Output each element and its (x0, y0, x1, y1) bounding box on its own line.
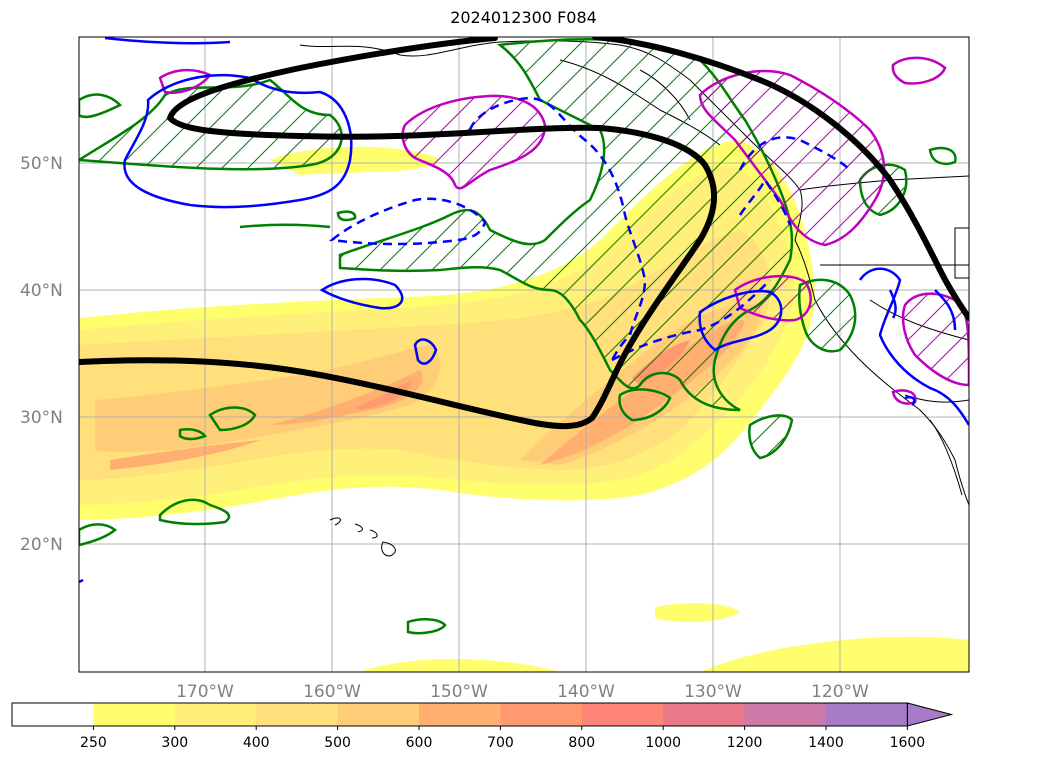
lat-label: 30°N (20, 408, 63, 428)
magenta-contours (158, 56, 969, 405)
colorbar-tick-label: 1000 (645, 735, 681, 751)
map-contents (79, 37, 969, 672)
colorbar-segment (826, 703, 908, 726)
colorbar-segment (174, 703, 257, 726)
colorbar-segment (581, 703, 664, 726)
colorbar-segment (500, 703, 583, 726)
colorbar-segment (256, 703, 339, 726)
lon-label: 160°W (303, 682, 361, 702)
colorbar-tick-label: 400 (243, 735, 270, 751)
colorbar-tick-label: 800 (568, 735, 595, 751)
lat-label: 50°N (20, 154, 63, 174)
colorbar-tick-label: 250 (80, 735, 107, 751)
map-frame (78, 36, 970, 673)
colorbar: 250 300 400 500 600 700 800 1000 1200 1400 1600 (11, 702, 954, 751)
colorbar-extend-arrow (906, 702, 954, 727)
lon-label: 150°W (430, 682, 488, 702)
lon-label: 170°W (176, 682, 234, 702)
lat-label: 20°N (20, 535, 63, 555)
map-title: 2024012300 F084 (450, 8, 597, 27)
lon-label: 140°W (557, 682, 615, 702)
longitude-labels: 170°W 160°W 150°W 140°W 130°W 120°W (176, 682, 869, 702)
colorbar-segment (663, 703, 746, 726)
latitude-labels: 50°N 40°N 30°N 20°N (20, 154, 63, 555)
lon-label: 120°W (811, 682, 869, 702)
colorbar-tick-label: 1400 (808, 735, 844, 751)
lon-label: 130°W (684, 682, 742, 702)
colorbar-tick-label: 1200 (727, 735, 763, 751)
colorbar-segment (744, 703, 827, 726)
colorbar-tick-label: 1600 (890, 735, 926, 751)
jet-axis-line (79, 37, 969, 430)
colorbar-outline (11, 702, 908, 727)
colorbar-segment (12, 703, 94, 726)
lat-label: 40°N (20, 281, 63, 301)
colorbar-segment (93, 703, 176, 726)
blue-dashed-contours (329, 96, 851, 362)
colorbar-segment (419, 703, 501, 726)
colorbar-tick-label: 300 (161, 735, 188, 751)
colorbar-segment (337, 703, 420, 726)
colorbar-tick-label: 700 (487, 735, 514, 751)
colorbar-tick-label: 600 (406, 735, 433, 751)
colorbar-tick-label: 500 (324, 735, 351, 751)
